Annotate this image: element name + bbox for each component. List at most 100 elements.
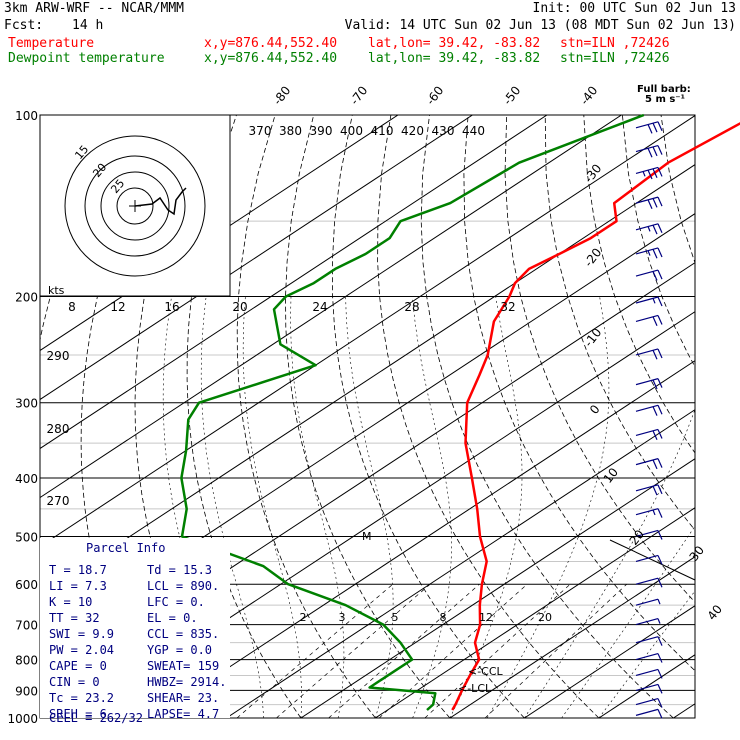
barb-flag — [657, 684, 663, 694]
theta-left-label: 280 — [47, 422, 70, 436]
wind-barb — [635, 458, 663, 470]
dry-adiabat — [622, 115, 695, 368]
ccl-marker: <-CCL — [468, 665, 504, 678]
parcel-value-left: T = 18.7 — [49, 563, 107, 577]
mixing-ratio-line — [424, 583, 571, 718]
theta-left-label: 270 — [47, 494, 70, 508]
barb-shaft — [635, 529, 659, 538]
barb-shaft — [635, 577, 659, 585]
barb-half-flag — [647, 250, 651, 256]
barb-flag — [652, 249, 658, 259]
parcel-info-panel: Parcel Info T = 18.7 Td = 15.3 LI = 7.3 LCL … — [40, 538, 230, 725]
dry-adiabat — [504, 115, 695, 603]
dry-adiabat — [377, 115, 600, 718]
barb-flag — [657, 315, 663, 325]
theta-label: 390 — [310, 124, 333, 138]
barb-shaft — [635, 196, 659, 204]
isotherm-line — [77, 311, 695, 718]
valid-time: Valid: 14 UTC Sun 02 Jun 13 (08 MDT Sun … — [344, 18, 736, 33]
barb-flag — [657, 653, 663, 663]
isotherm-line — [673, 703, 695, 718]
parcel-value-right: SWEAT= 159 — [147, 659, 219, 673]
wind-barb — [635, 196, 663, 209]
isotherm-line — [40, 115, 548, 450]
fcst-label: Fcst: — [4, 18, 44, 33]
parcel-value-left: Tc = 23.2 — [49, 691, 114, 705]
full-barb-label: Full barb: — [637, 84, 691, 95]
pressure-tick-label: 500 — [15, 530, 38, 544]
barb-flag — [647, 199, 653, 209]
parcel-value-right: YGP = 0.0 — [147, 643, 212, 657]
dry-adiabat — [700, 115, 740, 718]
mixing-ratio-line — [484, 583, 627, 718]
parcel-value-right: Td = 15.3 — [147, 563, 212, 577]
wind-barb — [635, 577, 663, 588]
dewpoint-xy: x,y=876.44,552.40 — [204, 51, 338, 66]
barb-shaft — [635, 636, 659, 644]
barb-flag — [657, 296, 663, 307]
barb-flag — [652, 406, 658, 416]
pressure-tick-label: 900 — [15, 684, 38, 698]
parcel-value-left: K = 10 — [49, 595, 92, 609]
dry-adiabat — [236, 115, 376, 718]
wind-barb — [635, 378, 663, 390]
barb-shaft — [635, 708, 659, 716]
wind-barb — [635, 296, 663, 307]
hodograph-speed-label: 8 — [68, 300, 76, 314]
wind-barb — [635, 683, 663, 694]
barb-shaft — [635, 508, 659, 516]
barb-flag — [647, 169, 653, 180]
barb-flag — [657, 167, 663, 177]
barb-flag — [657, 669, 663, 679]
temperature-legend: Temperature — [8, 36, 95, 51]
wind-barb — [635, 223, 663, 235]
hodograph-speed-label: 16 — [164, 300, 179, 314]
isotherm-label: 40 — [705, 602, 725, 623]
barb-shaft — [635, 247, 659, 255]
barb-flag — [657, 429, 663, 439]
wind-barb — [635, 668, 663, 679]
dewpoint-station: stn=ILN ,72426 — [560, 51, 670, 66]
mixing-ratio-label: 5 — [392, 611, 399, 624]
wind-barbs — [635, 121, 663, 719]
barb-shaft — [635, 314, 659, 323]
barb-flag — [657, 405, 663, 415]
wind-barb — [635, 121, 663, 134]
barb-half-flag — [657, 598, 661, 605]
isotherm-label: 0 — [587, 402, 603, 417]
isotherm-line — [375, 507, 695, 718]
parcel-value-right: HWBZ= 2914. — [147, 675, 226, 689]
dry-adiabat — [583, 115, 695, 454]
temperature-latlon: lat,lon= 39.42, -83.82 — [368, 36, 541, 51]
hodograph-ring — [116, 187, 154, 225]
barb-shaft — [635, 404, 659, 412]
hodograph-ring — [100, 171, 170, 241]
dry-adiabat — [420, 115, 674, 718]
barb-shaft — [635, 121, 659, 129]
wind-barb — [635, 314, 663, 327]
barb-shaft — [635, 484, 659, 492]
barb-flag — [657, 508, 663, 518]
theta-label: 430 — [432, 124, 455, 138]
barb-flag — [652, 350, 658, 360]
hodograph-ring — [64, 135, 206, 277]
parcel-title: Parcel Info — [86, 541, 165, 555]
wind-barb — [635, 636, 663, 646]
mixing-ratio-line — [378, 583, 528, 718]
hodograph-trace — [134, 187, 187, 216]
mixing-ratio-label: 8 — [440, 611, 447, 624]
dry-adiabat — [544, 115, 695, 531]
barb-flag — [652, 122, 658, 133]
moist-adiabat — [412, 296, 452, 718]
barb-flag — [657, 196, 663, 207]
isotherm-line — [40, 115, 695, 548]
barb-flag — [652, 198, 658, 208]
barb-flag — [657, 709, 663, 719]
mixing-ratio-label: 20 — [538, 611, 552, 624]
init-time: Init: 00 UTC Sun 02 Jun 13 — [532, 1, 737, 16]
isotherm-label: -60 — [423, 84, 446, 108]
moist-adiabat — [290, 296, 345, 718]
wind-barb — [635, 269, 663, 281]
isotherm-line — [524, 605, 695, 718]
